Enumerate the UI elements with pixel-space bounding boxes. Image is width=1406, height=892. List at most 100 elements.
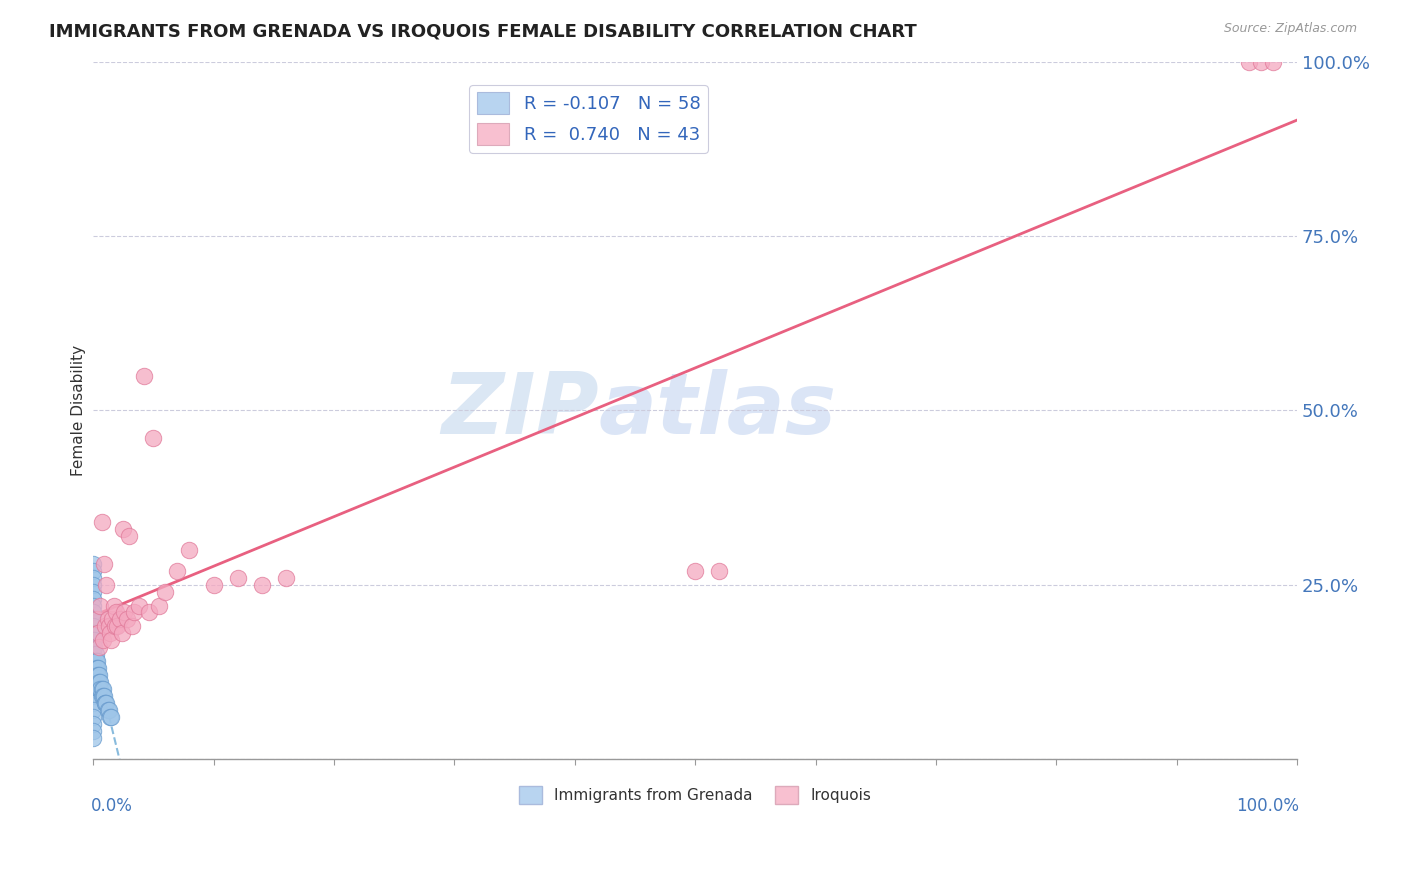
- Point: [82, 633, 104, 648]
- Point: [82, 668, 104, 682]
- Y-axis label: Female Disability: Female Disability: [72, 345, 86, 476]
- Point: [89, 675, 111, 690]
- Point: [89, 640, 111, 655]
- Point: [82, 619, 104, 633]
- Point: [82, 710, 104, 724]
- Point: [97, 703, 120, 717]
- Point: [101, 612, 124, 626]
- Point: [93, 557, 115, 571]
- Point: [108, 612, 131, 626]
- Point: [121, 619, 143, 633]
- Point: [82, 654, 104, 668]
- Point: [82, 703, 104, 717]
- Point: [148, 599, 170, 613]
- Point: [82, 654, 104, 668]
- Point: [91, 633, 114, 648]
- Text: 0.0%: 0.0%: [91, 797, 132, 815]
- Point: [138, 606, 160, 620]
- Point: [82, 731, 104, 745]
- Point: [82, 696, 104, 710]
- Point: [683, 564, 706, 578]
- Point: [89, 682, 111, 697]
- Point: [83, 626, 105, 640]
- Point: [89, 668, 111, 682]
- Point: [115, 612, 138, 626]
- Point: [82, 577, 104, 591]
- Point: [96, 577, 118, 591]
- Point: [82, 571, 104, 585]
- Point: [166, 564, 188, 578]
- Point: [84, 648, 107, 662]
- Point: [100, 710, 122, 724]
- Point: [82, 612, 104, 626]
- Point: [122, 606, 145, 620]
- Point: [82, 675, 104, 690]
- Point: [90, 682, 112, 697]
- Point: [87, 626, 110, 640]
- Point: [84, 661, 107, 675]
- Point: [90, 689, 112, 703]
- Point: [96, 696, 118, 710]
- Text: atlas: atlas: [599, 369, 837, 452]
- Point: [82, 717, 104, 731]
- Point: [274, 571, 297, 585]
- Point: [97, 612, 120, 626]
- Legend: Immigrants from Grenada, Iroquois: Immigrants from Grenada, Iroquois: [513, 780, 877, 810]
- Point: [112, 522, 135, 536]
- Point: [82, 557, 104, 571]
- Point: [202, 577, 225, 591]
- Point: [98, 626, 121, 640]
- Point: [82, 584, 104, 599]
- Point: [94, 696, 117, 710]
- Point: [82, 640, 104, 655]
- Point: [128, 599, 150, 613]
- Point: [114, 606, 136, 620]
- Point: [1237, 55, 1260, 70]
- Point: [111, 626, 134, 640]
- Text: Source: ZipAtlas.com: Source: ZipAtlas.com: [1223, 22, 1357, 36]
- Point: [82, 564, 104, 578]
- Point: [104, 619, 127, 633]
- Point: [105, 619, 128, 633]
- Point: [1250, 55, 1272, 70]
- Point: [179, 542, 201, 557]
- Point: [94, 696, 117, 710]
- Point: [132, 368, 155, 383]
- Point: [83, 633, 105, 648]
- Point: [89, 675, 111, 690]
- Point: [82, 599, 104, 613]
- Point: [93, 689, 115, 703]
- Point: [250, 577, 273, 591]
- Point: [90, 515, 112, 529]
- Point: [155, 584, 177, 599]
- Point: [105, 606, 128, 620]
- Point: [89, 599, 111, 613]
- Point: [89, 682, 111, 697]
- Point: [97, 703, 120, 717]
- Text: 100.0%: 100.0%: [1236, 797, 1299, 815]
- Point: [83, 640, 105, 655]
- Point: [87, 661, 110, 675]
- Point: [86, 668, 108, 682]
- Point: [97, 619, 120, 633]
- Point: [91, 689, 114, 703]
- Point: [82, 648, 104, 662]
- Point: [1261, 55, 1284, 70]
- Point: [84, 654, 107, 668]
- Point: [709, 564, 731, 578]
- Text: ZIP: ZIP: [441, 369, 599, 452]
- Point: [100, 633, 122, 648]
- Point: [82, 606, 104, 620]
- Point: [86, 654, 108, 668]
- Point: [91, 682, 114, 697]
- Point: [82, 640, 104, 655]
- Point: [94, 619, 117, 633]
- Point: [87, 668, 110, 682]
- Point: [82, 648, 104, 662]
- Point: [86, 612, 108, 626]
- Point: [82, 689, 104, 703]
- Point: [118, 529, 141, 543]
- Text: IMMIGRANTS FROM GRENADA VS IROQUOIS FEMALE DISABILITY CORRELATION CHART: IMMIGRANTS FROM GRENADA VS IROQUOIS FEMA…: [49, 22, 917, 40]
- Point: [98, 710, 121, 724]
- Point: [142, 431, 165, 445]
